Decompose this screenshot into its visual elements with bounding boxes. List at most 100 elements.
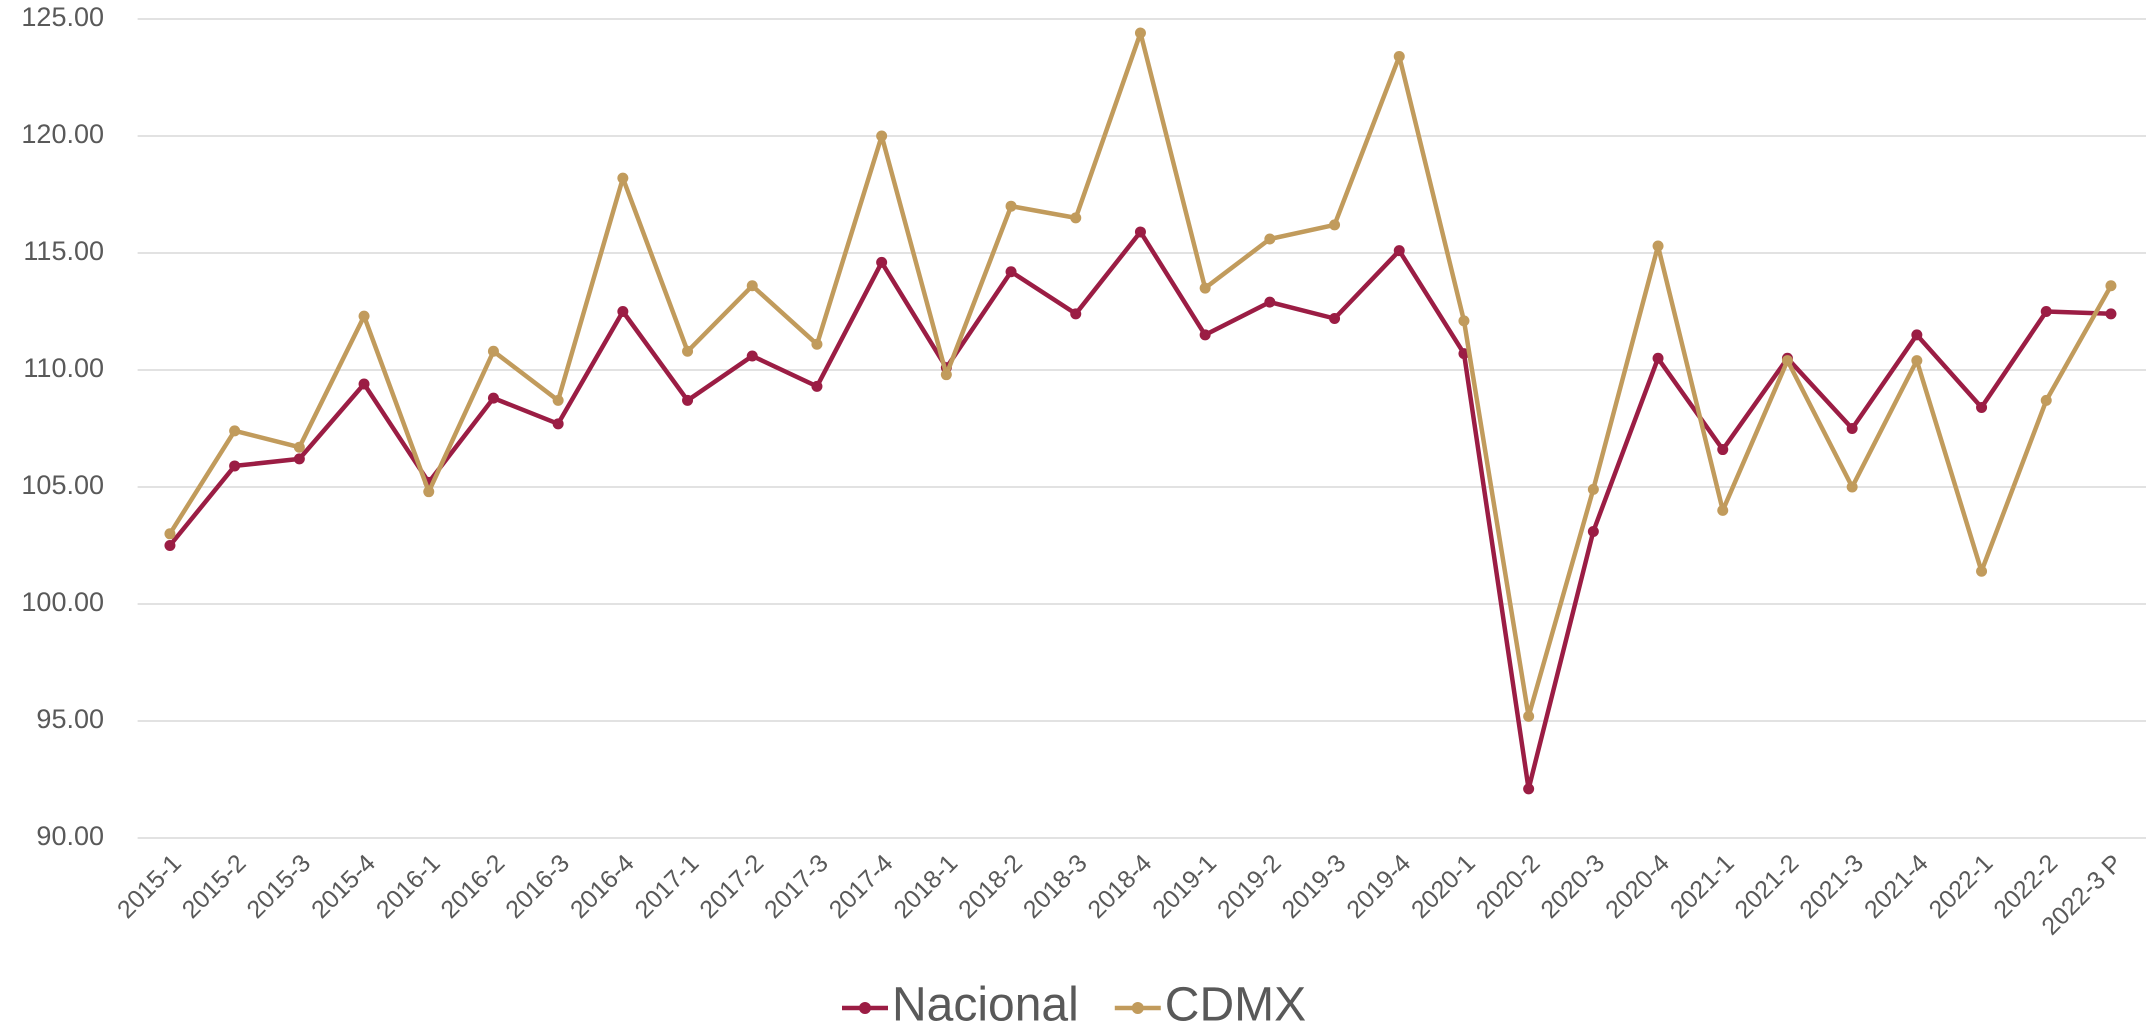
y-tick-label: 100.00: [21, 587, 104, 617]
data-point: [1717, 504, 1729, 516]
y-tick-label: 95.00: [36, 704, 104, 734]
data-point: [293, 453, 305, 465]
data-point: [1652, 352, 1664, 364]
data-point: [1070, 308, 1082, 320]
data-point: [164, 528, 176, 540]
data-point: [1329, 313, 1341, 325]
y-tick-label: 90.00: [36, 821, 104, 851]
data-point: [1911, 355, 1923, 367]
data-point: [229, 425, 241, 437]
data-point: [617, 306, 629, 317]
data-point: [1846, 423, 1858, 434]
data-point: [2040, 306, 2052, 317]
x-tick-label: 2021-3: [1794, 849, 1869, 924]
series-line: [168, 229, 2112, 792]
y-tick-label: 105.00: [21, 470, 104, 500]
data-point: [358, 310, 370, 322]
legend-label: Nacional: [892, 979, 1079, 1032]
data-point: [1134, 226, 1146, 238]
legend-marker: [859, 1002, 871, 1014]
data-point: [487, 392, 499, 404]
x-tick-label: 2019-4: [1341, 849, 1416, 924]
data-point: [1134, 27, 1146, 39]
data-point: [1587, 483, 1599, 495]
y-tick-label: 115.00: [23, 236, 104, 266]
x-tick-label: 2015-1: [112, 849, 187, 924]
x-tick-label: 2015-3: [241, 849, 316, 924]
x-tick-label: 2018-4: [1083, 849, 1158, 924]
data-point: [1587, 525, 1599, 537]
data-point: [164, 540, 176, 551]
data-point: [1393, 245, 1405, 257]
x-tick-label: 2021-4: [1859, 849, 1934, 924]
data-point: [811, 338, 823, 350]
data-point: [293, 441, 305, 453]
x-tick-label: 2016-3: [500, 849, 575, 924]
data-point: [552, 394, 564, 406]
data-point: [1005, 200, 1017, 212]
x-tick-label: 2020-1: [1406, 849, 1481, 924]
x-tick-label: 2017-1: [630, 849, 705, 924]
x-tick-label: 2018-1: [888, 849, 963, 924]
y-tick-label: 120.00: [21, 119, 104, 149]
data-point: [617, 172, 629, 184]
data-point: [940, 369, 952, 381]
data-point: [1264, 296, 1276, 308]
data-point: [1329, 219, 1341, 231]
legend-item: Nacional: [842, 979, 1079, 1032]
x-tick-label: 2019-1: [1147, 849, 1222, 924]
data-point: [229, 460, 241, 472]
data-point: [1781, 355, 1793, 367]
data-point: [1005, 266, 1017, 278]
data-point: [1976, 401, 1988, 413]
y-tick-label: 125.00: [21, 2, 104, 32]
x-tick-label: 2017-4: [824, 849, 899, 924]
data-point: [423, 486, 435, 498]
data-point: [746, 350, 758, 362]
data-point: [682, 345, 694, 357]
x-tick-label: 2020-4: [1600, 849, 1675, 924]
x-tick-label: 2017-3: [759, 849, 834, 924]
legend-marker: [1131, 1002, 1144, 1014]
data-point: [1458, 315, 1470, 327]
x-tick-label: 2015-2: [177, 849, 252, 924]
data-point: [1393, 50, 1405, 62]
x-tick-label: 2021-2: [1730, 849, 1805, 924]
data-point: [1199, 282, 1211, 294]
x-tick-label: 2017-2: [694, 849, 769, 924]
data-point: [1976, 565, 1988, 577]
x-tick-label: 2015-4: [306, 849, 381, 924]
x-tick-label: 2016-2: [436, 849, 511, 924]
data-point: [1846, 481, 1858, 493]
x-tick-label: 2021-1: [1665, 849, 1740, 924]
data-point: [2105, 308, 2117, 320]
data-point: [746, 280, 758, 292]
data-point: [1911, 329, 1923, 341]
x-tick-label: 2016-4: [565, 849, 640, 924]
legend-label: CDMX: [1165, 979, 1306, 1032]
data-point: [487, 345, 499, 357]
data-point: [876, 256, 888, 268]
x-tick-label: 2018-3: [1018, 849, 1093, 924]
data-point: [1070, 212, 1082, 224]
data-point: [1264, 233, 1276, 245]
x-tick-label: 2020-3: [1535, 849, 1610, 924]
data-point: [552, 418, 564, 430]
data-point: [2105, 280, 2117, 292]
data-point: [876, 130, 888, 142]
data-point: [2040, 394, 2052, 406]
x-tick-label: 2020-2: [1471, 849, 1546, 924]
legend-item: CDMX: [1114, 979, 1306, 1032]
x-tick-label: 2016-1: [371, 849, 446, 924]
y-tick-label: 110.00: [23, 353, 104, 383]
x-tick-label: 2019-2: [1212, 849, 1287, 924]
x-tick-label: 2019-3: [1277, 849, 1352, 924]
data-point: [1717, 444, 1729, 456]
data-point: [682, 394, 694, 406]
x-tick-label: 2022-1: [1924, 849, 1999, 924]
data-point: [1199, 329, 1211, 341]
data-point: [1523, 710, 1535, 722]
data-point: [1652, 240, 1664, 252]
data-point: [1523, 783, 1535, 795]
